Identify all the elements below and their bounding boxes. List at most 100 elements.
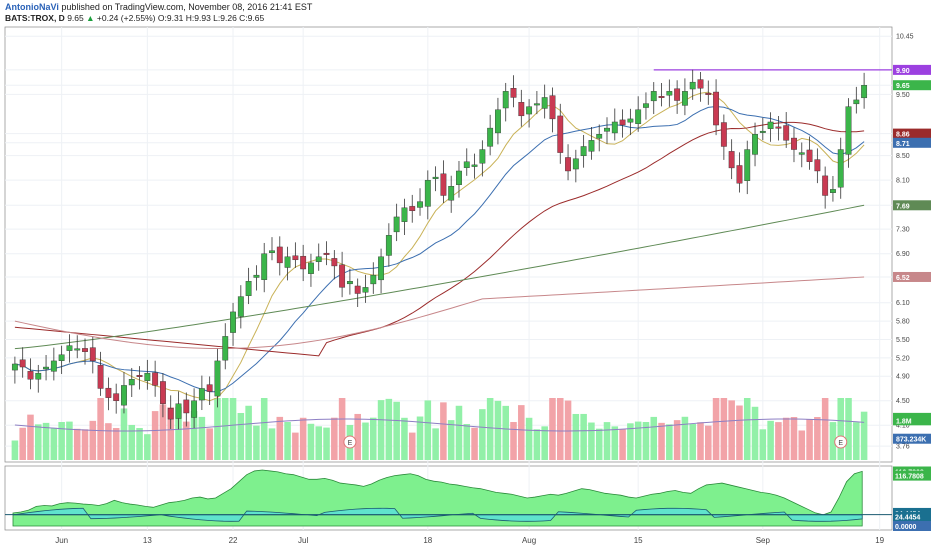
candle[interactable] — [424, 179, 431, 207]
candle[interactable] — [697, 79, 704, 89]
candle[interactable] — [269, 250, 275, 253]
candle[interactable] — [448, 186, 455, 201]
candle[interactable] — [66, 345, 73, 351]
candle[interactable] — [806, 149, 813, 162]
candle[interactable] — [728, 151, 735, 169]
candle[interactable] — [292, 255, 299, 261]
candle[interactable] — [159, 381, 166, 404]
candle[interactable] — [362, 287, 369, 293]
candle[interactable] — [19, 359, 26, 368]
candle[interactable] — [401, 207, 408, 222]
candle[interactable] — [167, 408, 174, 420]
earnings-marker[interactable] — [834, 435, 848, 449]
candle[interactable] — [720, 122, 727, 147]
earnings-marker[interactable] — [343, 435, 357, 449]
candle[interactable] — [222, 336, 229, 361]
candle[interactable] — [393, 216, 400, 233]
candle[interactable] — [417, 201, 423, 208]
candle[interactable] — [814, 159, 821, 172]
candle[interactable] — [354, 285, 361, 294]
candle[interactable] — [791, 137, 797, 150]
candle[interactable] — [681, 91, 688, 106]
candle[interactable] — [635, 109, 642, 124]
candle[interactable] — [713, 91, 720, 126]
candle[interactable] — [526, 106, 533, 115]
candle[interactable] — [557, 115, 564, 153]
candle[interactable] — [674, 88, 681, 101]
candle[interactable] — [861, 85, 868, 99]
candle[interactable] — [759, 130, 766, 133]
candle[interactable] — [27, 371, 34, 380]
candle[interactable] — [198, 388, 205, 401]
candle[interactable] — [541, 97, 548, 109]
candle[interactable] — [175, 403, 182, 419]
candle[interactable] — [206, 384, 213, 392]
candle[interactable] — [658, 96, 665, 98]
candle[interactable] — [214, 360, 221, 397]
candle[interactable] — [798, 152, 805, 155]
author-name[interactable]: AntonioNaVi — [5, 2, 59, 12]
candle[interactable] — [43, 366, 49, 370]
candle[interactable] — [308, 262, 314, 274]
candle[interactable] — [245, 281, 252, 296]
candle[interactable] — [822, 175, 829, 196]
candle[interactable] — [580, 146, 587, 157]
candle[interactable] — [58, 354, 65, 361]
candle[interactable] — [596, 134, 603, 139]
candle[interactable] — [97, 365, 104, 389]
candle[interactable] — [767, 121, 774, 129]
candle[interactable] — [82, 348, 88, 352]
candle[interactable] — [113, 393, 120, 401]
candle[interactable] — [105, 387, 112, 398]
candle[interactable] — [432, 176, 439, 179]
candle[interactable] — [604, 127, 610, 132]
candle[interactable] — [736, 165, 743, 184]
candle[interactable] — [471, 164, 478, 167]
candle[interactable] — [300, 255, 307, 270]
candle[interactable] — [261, 253, 268, 280]
candle[interactable] — [339, 264, 346, 288]
candle[interactable] — [783, 125, 790, 141]
candle[interactable] — [284, 256, 291, 268]
candle[interactable] — [385, 235, 392, 256]
candle[interactable] — [611, 121, 618, 134]
candle[interactable] — [331, 258, 338, 267]
candle[interactable] — [837, 149, 844, 188]
candle[interactable] — [11, 363, 18, 371]
candle[interactable] — [502, 91, 509, 109]
candle[interactable] — [183, 399, 190, 414]
candle[interactable] — [588, 140, 595, 152]
candle[interactable] — [533, 103, 540, 106]
candle[interactable] — [323, 252, 330, 255]
candle[interactable] — [565, 157, 571, 172]
candle[interactable] — [510, 88, 517, 98]
candle[interactable] — [549, 95, 556, 120]
candle[interactable] — [744, 149, 751, 181]
candle[interactable] — [775, 126, 782, 129]
candle[interactable] — [650, 91, 657, 102]
candle[interactable] — [853, 99, 860, 105]
candle[interactable] — [253, 274, 260, 278]
candle[interactable] — [463, 161, 470, 168]
candle[interactable] — [50, 360, 57, 372]
candle[interactable] — [128, 379, 135, 386]
price-pane[interactable] — [4, 26, 893, 463]
candle[interactable] — [752, 134, 758, 155]
candle[interactable] — [152, 372, 159, 386]
candle[interactable] — [191, 400, 198, 418]
candle[interactable] — [121, 385, 127, 406]
candle[interactable] — [409, 206, 416, 212]
candle[interactable] — [479, 149, 486, 164]
candle[interactable] — [237, 296, 244, 317]
candle[interactable] — [705, 92, 712, 95]
candle[interactable] — [845, 106, 852, 155]
candle[interactable] — [144, 372, 151, 381]
candle[interactable] — [35, 372, 42, 380]
candle[interactable] — [136, 375, 143, 377]
candle[interactable] — [456, 170, 462, 185]
candle[interactable] — [643, 103, 649, 108]
candle[interactable] — [495, 109, 501, 134]
candle[interactable] — [689, 81, 696, 90]
candle[interactable] — [487, 127, 494, 147]
